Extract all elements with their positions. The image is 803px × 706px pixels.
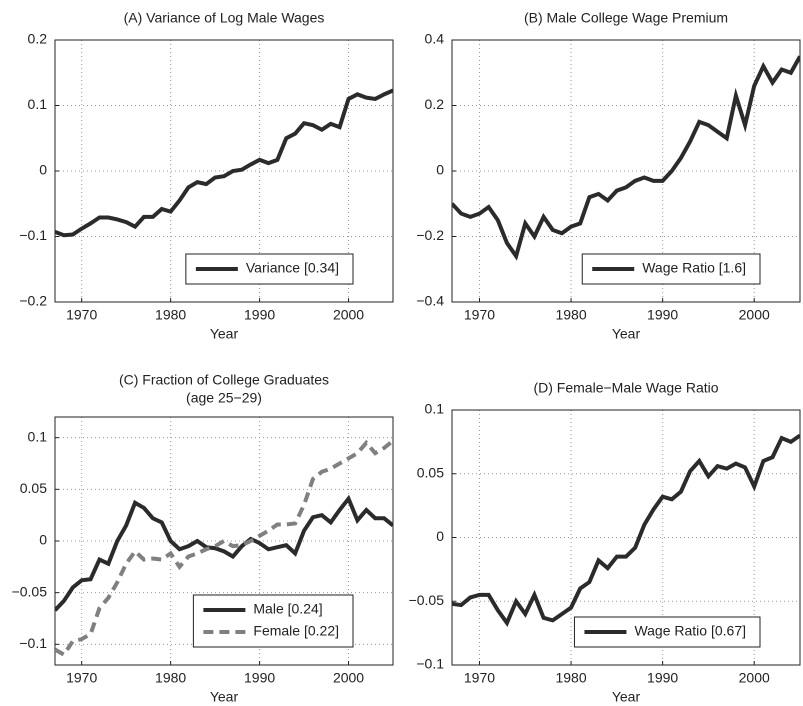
axes-frame [451, 409, 801, 666]
x-axis-label: Year [612, 326, 641, 342]
data-line [452, 433, 800, 627]
y-tick-label: 0.1 [28, 428, 48, 444]
chart-title: (A) Variance of Log Male Wages [124, 10, 325, 26]
y-tick-label: −0.1 [19, 635, 47, 651]
x-tick-label: 1970 [464, 307, 495, 323]
axes-frame [54, 39, 394, 303]
x-tick-label: 1980 [155, 307, 186, 323]
y-tick-label: 0.4 [425, 31, 445, 47]
x-tick-label: 1970 [66, 307, 97, 323]
x-axis-label: Year [210, 326, 239, 342]
y-tick-label: 0 [39, 532, 47, 548]
x-tick-label: 1980 [555, 670, 586, 686]
y-tick-label: −0.4 [416, 293, 444, 309]
legend-label: Wage Ratio [0.67] [634, 623, 746, 639]
x-tick-label: 2000 [333, 307, 364, 323]
x-tick-label: 1990 [244, 670, 275, 686]
x-tick-label: 1990 [647, 670, 678, 686]
axes-frame [54, 416, 394, 666]
y-tick-label: 0 [436, 162, 444, 178]
x-tick-label: 1970 [464, 670, 495, 686]
y-tick-label: −0.1 [416, 656, 444, 672]
legend: Variance [0.34] [185, 253, 354, 285]
chart-title: (C) Fraction of College Graduates [119, 372, 329, 388]
y-tick-label: −0.1 [19, 227, 47, 243]
x-axis-label: Year [210, 689, 239, 705]
axes-frame [451, 39, 801, 303]
legend: Male [0.24] Female [0.22] [192, 594, 354, 648]
chart-title: (B) Male College Wage Premium [524, 10, 728, 26]
y-tick-label: 0.05 [20, 480, 47, 496]
x-tick-label: 1980 [555, 307, 586, 323]
y-tick-label: 0.1 [425, 401, 445, 417]
y-tick-label: −0.2 [19, 293, 47, 309]
legend-label: Wage Ratio [1.6] [642, 260, 746, 276]
data-line [452, 55, 800, 261]
chart-title: (D) Female−Male Wage Ratio [533, 380, 718, 396]
y-tick-label: −0.2 [416, 227, 444, 243]
legend: Wage Ratio [1.6] [581, 253, 761, 285]
legend-label: Female [0.22] [253, 623, 339, 639]
y-tick-label: −0.05 [409, 592, 445, 608]
x-tick-label: 2000 [739, 670, 770, 686]
legend-label: Variance [0.34] [246, 260, 339, 276]
x-tick-label: 1970 [66, 670, 97, 686]
x-tick-label: 2000 [333, 670, 364, 686]
legend-box [192, 594, 354, 648]
legend: Wage Ratio [0.67] [573, 616, 761, 648]
x-tick-label: 2000 [739, 307, 770, 323]
y-tick-label: 0 [39, 162, 47, 178]
data-line [55, 494, 393, 612]
data-line [55, 439, 393, 658]
y-tick-label: 0 [436, 528, 444, 544]
data-line [55, 88, 393, 238]
y-tick-label: 0.1 [28, 96, 48, 112]
x-tick-label: 1980 [155, 670, 186, 686]
y-tick-label: 0.05 [417, 464, 444, 480]
y-tick-label: −0.05 [12, 583, 48, 599]
x-axis-label: Year [612, 689, 641, 705]
y-tick-label: 0.2 [28, 31, 48, 47]
x-tick-label: 1990 [244, 307, 275, 323]
y-tick-label: 0.2 [425, 96, 445, 112]
chart-subtitle: (age 25−29) [186, 390, 262, 406]
legend-label: Male [0.24] [253, 601, 322, 617]
x-tick-label: 1990 [647, 307, 678, 323]
